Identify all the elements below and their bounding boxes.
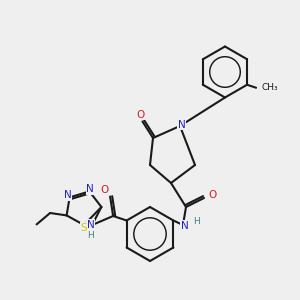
- Text: O: O: [208, 190, 217, 200]
- Text: O: O: [100, 185, 109, 195]
- Text: N: N: [64, 190, 72, 200]
- Text: N: N: [181, 220, 188, 231]
- Text: N: N: [87, 220, 94, 230]
- Text: N: N: [86, 184, 94, 194]
- Text: H: H: [87, 231, 94, 240]
- Text: H: H: [193, 218, 200, 226]
- Text: S: S: [81, 223, 87, 233]
- Text: CH₃: CH₃: [262, 83, 278, 92]
- Text: N: N: [178, 119, 185, 130]
- Text: O: O: [136, 110, 144, 120]
